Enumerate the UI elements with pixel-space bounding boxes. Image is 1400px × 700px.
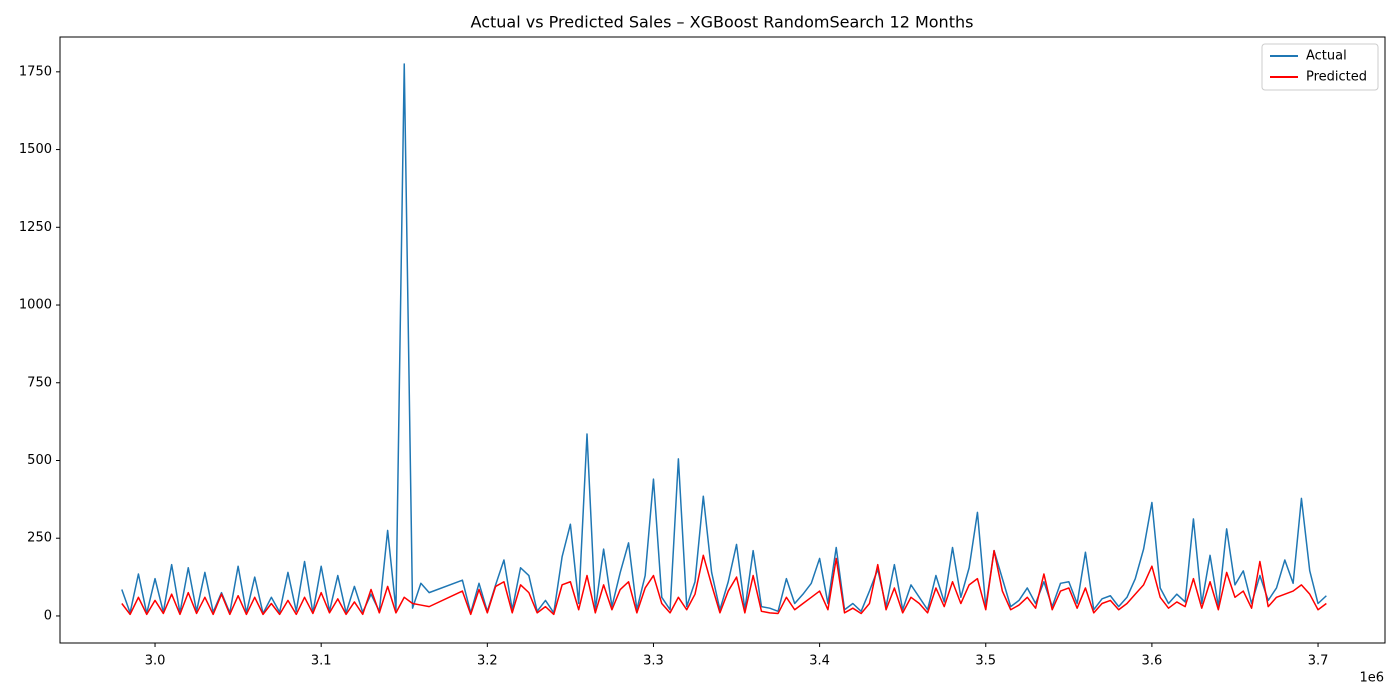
x-tick-label: 3.3 — [643, 654, 664, 669]
y-tick-label: 1750 — [19, 64, 52, 79]
x-tick-label: 3.7 — [1308, 654, 1329, 669]
y-tick-label: 0 — [44, 608, 52, 623]
chart-title: Actual vs Predicted Sales – XGBoost Rand… — [471, 13, 974, 32]
series-line — [121, 63, 1327, 615]
x-tick-label: 3.0 — [145, 654, 166, 669]
y-tick-label: 1500 — [19, 142, 52, 157]
plot-frame — [59, 36, 1386, 644]
x-tick-label: 3.1 — [311, 654, 332, 669]
x-tick-label: 3.2 — [477, 654, 498, 669]
y-tick-label: 500 — [27, 453, 52, 468]
x-tick-label: 3.4 — [809, 654, 830, 669]
legend-label: Predicted — [1306, 70, 1367, 85]
x-tick-label: 3.6 — [1142, 654, 1163, 669]
y-tick-label: 250 — [27, 531, 52, 546]
series-line — [121, 549, 1327, 616]
legend-label: Actual — [1306, 49, 1347, 64]
x-tick-label: 3.5 — [975, 654, 996, 669]
y-tick-label: 1250 — [19, 220, 52, 235]
x-offset-label: 1e6 — [1359, 671, 1384, 686]
y-tick-label: 750 — [27, 375, 52, 390]
y-tick-label: 1000 — [19, 298, 52, 313]
